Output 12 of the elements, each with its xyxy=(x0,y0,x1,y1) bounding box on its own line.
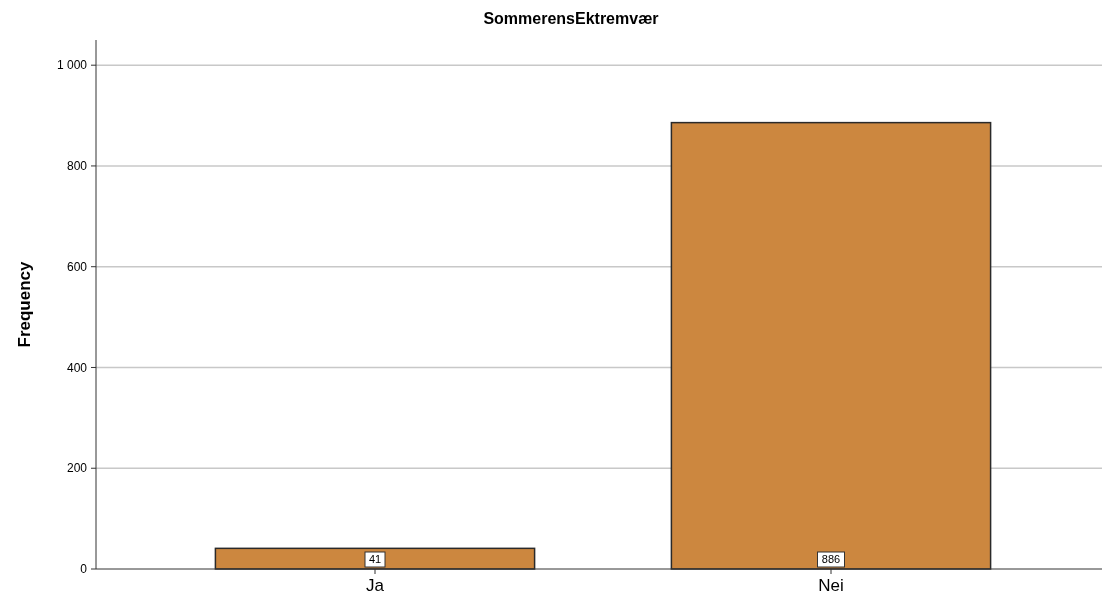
y-tick-label: 200 xyxy=(66,461,88,476)
y-axis-title: Frequency xyxy=(15,260,34,348)
y-tick-label: 400 xyxy=(66,360,88,375)
chart-title: SommerensEktremvær xyxy=(483,10,659,27)
x-tick-label: Nei xyxy=(818,576,844,595)
y-tick-label: 800 xyxy=(66,159,88,174)
data-label: 886 xyxy=(821,553,841,566)
data-label: 41 xyxy=(368,553,382,566)
x-tick-label: Ja xyxy=(366,576,385,595)
y-tick-label: 1 000 xyxy=(56,58,88,73)
y-tick-label: 600 xyxy=(66,259,88,274)
y-tick-label: 0 xyxy=(80,562,88,577)
